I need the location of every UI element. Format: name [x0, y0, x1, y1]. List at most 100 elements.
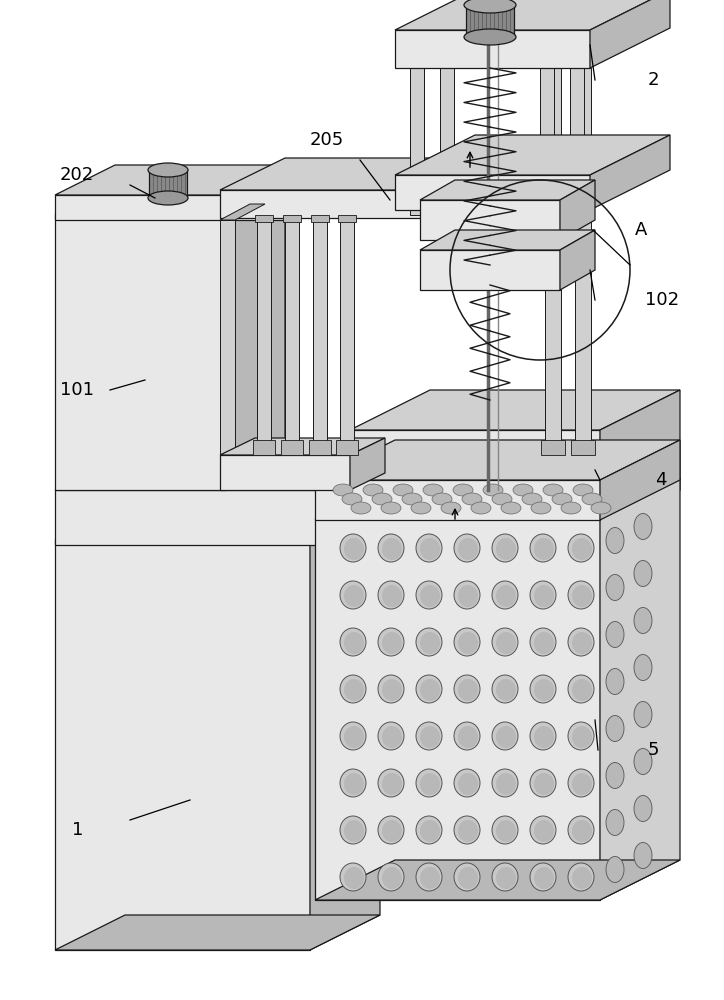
Ellipse shape	[572, 867, 592, 889]
Ellipse shape	[582, 493, 602, 505]
Ellipse shape	[420, 538, 440, 560]
Ellipse shape	[378, 863, 404, 891]
Polygon shape	[336, 440, 358, 455]
Ellipse shape	[496, 867, 516, 889]
Ellipse shape	[572, 726, 592, 748]
Text: A: A	[635, 221, 647, 239]
Ellipse shape	[454, 722, 480, 750]
Ellipse shape	[453, 484, 473, 496]
Polygon shape	[220, 220, 235, 490]
Polygon shape	[311, 215, 329, 222]
Polygon shape	[410, 68, 424, 175]
Ellipse shape	[530, 675, 556, 703]
Ellipse shape	[340, 816, 366, 844]
Ellipse shape	[568, 722, 594, 750]
Ellipse shape	[344, 820, 364, 842]
Polygon shape	[440, 68, 454, 175]
Ellipse shape	[530, 581, 556, 609]
Ellipse shape	[534, 538, 554, 560]
Ellipse shape	[411, 502, 431, 514]
Ellipse shape	[378, 769, 404, 797]
Ellipse shape	[382, 538, 402, 560]
Text: 205: 205	[310, 131, 344, 149]
Ellipse shape	[492, 863, 518, 891]
Ellipse shape	[378, 534, 404, 562]
Polygon shape	[253, 440, 275, 455]
Polygon shape	[338, 215, 356, 222]
Ellipse shape	[492, 769, 518, 797]
Polygon shape	[315, 518, 600, 900]
Ellipse shape	[471, 502, 491, 514]
Ellipse shape	[454, 534, 480, 562]
Ellipse shape	[513, 484, 533, 496]
Ellipse shape	[458, 585, 478, 607]
Polygon shape	[55, 455, 445, 490]
Text: 1: 1	[72, 821, 83, 839]
Ellipse shape	[634, 702, 652, 728]
Polygon shape	[350, 430, 600, 530]
Ellipse shape	[458, 632, 478, 654]
Ellipse shape	[530, 628, 556, 656]
Ellipse shape	[534, 632, 554, 654]
Polygon shape	[225, 185, 285, 490]
Polygon shape	[281, 440, 303, 455]
Ellipse shape	[606, 856, 624, 882]
Ellipse shape	[634, 514, 652, 540]
Polygon shape	[220, 438, 385, 455]
Polygon shape	[285, 218, 299, 445]
Ellipse shape	[572, 538, 592, 560]
Ellipse shape	[402, 493, 422, 505]
Ellipse shape	[634, 748, 652, 774]
Ellipse shape	[420, 867, 440, 889]
Ellipse shape	[344, 679, 364, 701]
Polygon shape	[420, 230, 595, 250]
Ellipse shape	[382, 726, 402, 748]
Ellipse shape	[454, 628, 480, 656]
Ellipse shape	[606, 621, 624, 648]
Ellipse shape	[148, 191, 188, 205]
Ellipse shape	[496, 679, 516, 701]
Polygon shape	[315, 440, 680, 480]
Polygon shape	[350, 390, 680, 430]
Ellipse shape	[416, 581, 442, 609]
Text: 2: 2	[648, 71, 660, 89]
Ellipse shape	[634, 654, 652, 680]
Ellipse shape	[534, 773, 554, 795]
Polygon shape	[55, 915, 380, 950]
Text: 102: 102	[645, 291, 679, 309]
Ellipse shape	[420, 726, 440, 748]
Ellipse shape	[483, 484, 503, 496]
Ellipse shape	[432, 493, 452, 505]
Polygon shape	[285, 165, 345, 220]
Polygon shape	[55, 490, 375, 545]
Ellipse shape	[591, 502, 611, 514]
Polygon shape	[395, 135, 670, 175]
Ellipse shape	[458, 820, 478, 842]
Ellipse shape	[382, 820, 402, 842]
Ellipse shape	[454, 769, 480, 797]
Ellipse shape	[606, 716, 624, 742]
Polygon shape	[149, 170, 187, 198]
Ellipse shape	[416, 769, 442, 797]
Polygon shape	[420, 200, 560, 240]
Polygon shape	[590, 0, 670, 68]
Polygon shape	[313, 218, 327, 445]
Polygon shape	[315, 480, 600, 520]
Ellipse shape	[416, 863, 442, 891]
Ellipse shape	[534, 679, 554, 701]
Ellipse shape	[462, 493, 482, 505]
Ellipse shape	[372, 493, 392, 505]
Polygon shape	[283, 215, 301, 222]
Polygon shape	[55, 540, 310, 950]
Polygon shape	[600, 478, 680, 900]
Ellipse shape	[572, 820, 592, 842]
Polygon shape	[220, 190, 445, 218]
Ellipse shape	[382, 632, 402, 654]
Ellipse shape	[531, 502, 551, 514]
Ellipse shape	[382, 679, 402, 701]
Polygon shape	[55, 505, 380, 540]
Polygon shape	[466, 5, 514, 37]
Ellipse shape	[454, 675, 480, 703]
Ellipse shape	[634, 796, 652, 822]
Polygon shape	[575, 68, 591, 445]
